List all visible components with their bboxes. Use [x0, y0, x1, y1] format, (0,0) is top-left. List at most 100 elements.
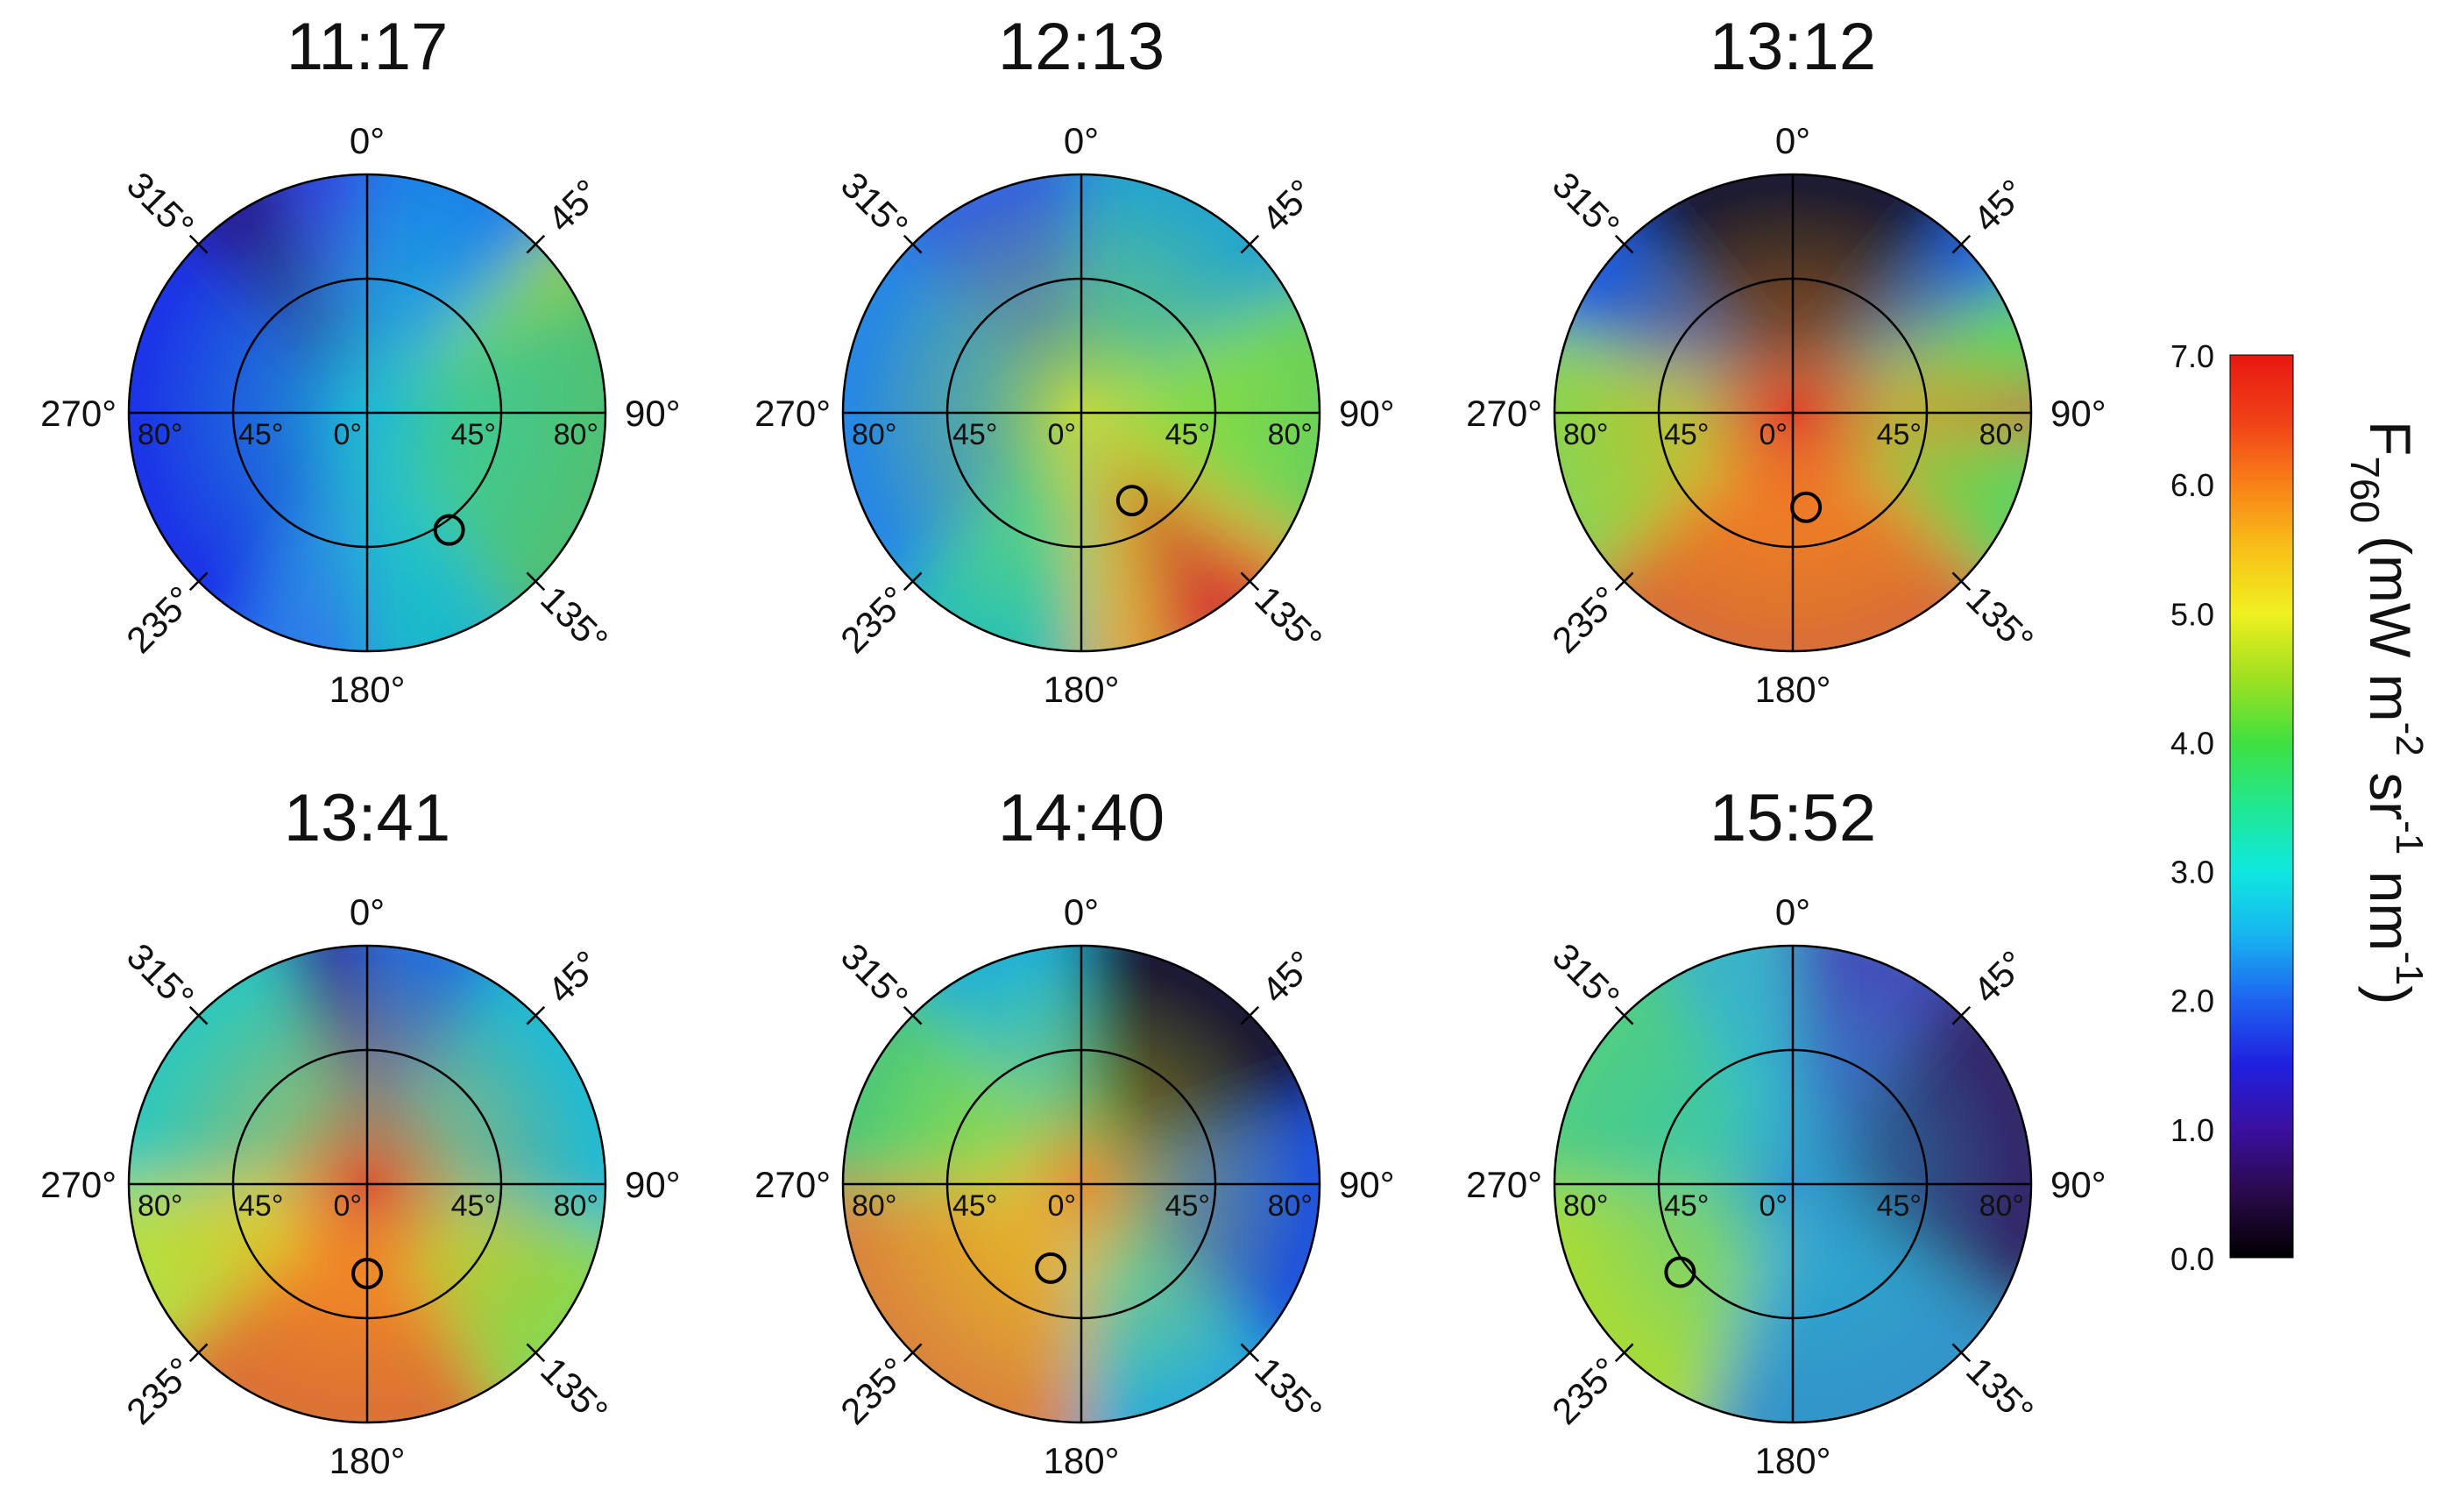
polar-panel: 13:12 0° 45° 90° 135° 180° 235° 270° 315° 80° 45° 0… [1466, 10, 2106, 710]
azimuth-tick-mark [1614, 1343, 1634, 1363]
azimuth-label: 180° [1044, 669, 1120, 710]
azimuth-label: 90° [2050, 393, 2106, 434]
zenith-label: 80° [852, 418, 896, 451]
azimuth-tick-mark [1951, 234, 1972, 254]
azimuth-label: 135° [1958, 578, 2042, 661]
azimuth-tick-mark [903, 571, 923, 592]
azimuth-label: 315° [119, 164, 202, 247]
zenith-label: 80° [1563, 418, 1608, 451]
zenith-label: 80° [1563, 1189, 1608, 1223]
colorbar-tick-label: 3.0 [2170, 855, 2214, 890]
sun-position-marker [1664, 1256, 1696, 1288]
zenith-label: 45° [952, 418, 997, 451]
azimuth-tick-mark [1614, 1005, 1634, 1025]
azimuth-label: 135° [533, 578, 616, 661]
zenith-label: 45° [952, 1189, 997, 1223]
zenith-label: 0° [333, 418, 362, 451]
zenith-label: 45° [238, 418, 283, 451]
zenith-label: 0° [1759, 418, 1788, 451]
azimuth-label: 0° [1064, 891, 1099, 933]
zenith-label: 45° [1165, 418, 1210, 451]
zenith-label: 80° [852, 1189, 896, 1223]
azimuth-tick-mark [526, 234, 546, 254]
colorbar-tick-label: 1.0 [2170, 1112, 2214, 1148]
colorbar-ramp [2229, 354, 2294, 1259]
azimuth-label: 315° [1545, 935, 1628, 1018]
azimuth-label: 180° [1044, 1440, 1120, 1481]
azimuth-label: 90° [625, 1164, 681, 1205]
azimuth-tick-mark [903, 1005, 923, 1025]
azimuth-tick-mark [1614, 234, 1634, 254]
azimuth-label: 235° [1544, 1349, 1627, 1432]
azimuth-label: 0° [350, 120, 385, 161]
colorbar-tick-label: 5.0 [2170, 596, 2214, 632]
colorbar-tick-label: 0.0 [2170, 1241, 2214, 1277]
azimuth-label: 270° [40, 393, 117, 434]
zenith-label: 80° [1979, 418, 2024, 451]
zenith-label: 45° [451, 418, 496, 451]
azimuth-label: 135° [533, 1349, 616, 1432]
panel-title: 13:12 [1710, 10, 1876, 84]
zenith-label: 80° [1268, 1189, 1313, 1223]
azimuth-tick-mark [188, 234, 209, 254]
azimuth-label: 270° [40, 1164, 117, 1205]
azimuth-label: 45° [1254, 171, 1322, 239]
azimuth-label: 45° [540, 171, 608, 239]
sun-position-marker [1035, 1252, 1067, 1284]
panel-title: 14:40 [998, 781, 1165, 855]
zenith-label: 80° [554, 418, 598, 451]
azimuth-label: 45° [1965, 942, 2034, 1011]
sun-position-marker [433, 514, 465, 546]
zenith-label: 45° [1877, 1189, 1922, 1223]
azimuth-label: 235° [832, 1349, 916, 1432]
zenith-label: 45° [238, 1189, 283, 1223]
azimuth-label: 235° [1544, 578, 1627, 661]
azimuth-tick-mark [1240, 234, 1260, 254]
azimuth-tick-mark [1951, 1343, 1972, 1363]
colorbar-tick-label: 2.0 [2170, 983, 2214, 1019]
azimuth-label: 90° [1339, 1164, 1395, 1205]
colorbar-label: F760(mW m-2 sr-1 nm-1) [2342, 421, 2431, 1004]
azimuth-label: 90° [1339, 393, 1395, 434]
polar-panel: 13:41 0° 45° 90° 135° 180° 235° 270° 315° 80° 45° 0… [40, 781, 681, 1481]
azimuth-label: 135° [1958, 1349, 2042, 1432]
azimuth-label: 180° [329, 669, 406, 710]
panel-title: 15:52 [1710, 781, 1876, 855]
zenith-label: 0° [333, 1189, 362, 1223]
azimuth-label: 45° [1965, 171, 2034, 239]
sun-position-marker [1790, 491, 1823, 523]
polar-panel: 15:52 0° 45° 90° 135° 180° 235° 270° 315° 80° 45° 0… [1466, 781, 2106, 1481]
sun-position-marker [351, 1258, 383, 1289]
zenith-label: 80° [1268, 418, 1313, 451]
azimuth-label: 315° [833, 164, 917, 247]
azimuth-label: 315° [1545, 164, 1628, 247]
azimuth-tick-mark [526, 1343, 546, 1363]
azimuth-tick-mark [188, 571, 209, 592]
zenith-label: 80° [138, 418, 182, 451]
zenith-label: 45° [1664, 1189, 1709, 1223]
azimuth-tick-mark [1951, 571, 1972, 592]
azimuth-tick-mark [1951, 1005, 1972, 1025]
polar-panel: 11:17 0° 45° 90° 135° 180° 235° 270° 315° 80° 45° 0… [40, 10, 680, 710]
azimuth-label: 315° [833, 935, 917, 1018]
polar-panel: 14:40 0° 45° 90° 135° 180° 235° 270° 315° 80° 45° 0… [754, 781, 1395, 1481]
zenith-label: 45° [1877, 418, 1922, 451]
azimuth-label: 180° [1755, 669, 1831, 710]
azimuth-label: 0° [1775, 891, 1810, 933]
zenith-label: 0° [1047, 418, 1076, 451]
zenith-label: 80° [1979, 1189, 2024, 1223]
azimuth-label: 180° [329, 1440, 406, 1481]
azimuth-label: 45° [1254, 942, 1322, 1011]
azimuth-tick-mark [188, 1343, 209, 1363]
polar-panel: 12:13 0° 45° 90° 135° 180° 235° 270° 315° 80° 45° 0… [754, 10, 1395, 710]
azimuth-label: 180° [1755, 1440, 1831, 1481]
azimuth-label: 0° [350, 891, 385, 933]
azimuth-label: 0° [1064, 120, 1099, 161]
azimuth-label: 270° [1466, 393, 1542, 434]
zenith-label: 45° [1165, 1189, 1210, 1223]
azimuth-tick-mark [903, 234, 923, 254]
colorbar-tick-label: 6.0 [2170, 467, 2214, 503]
azimuth-label: 135° [1247, 1349, 1330, 1432]
azimuth-label: 235° [832, 578, 916, 661]
panel-title: 13:41 [284, 781, 450, 855]
